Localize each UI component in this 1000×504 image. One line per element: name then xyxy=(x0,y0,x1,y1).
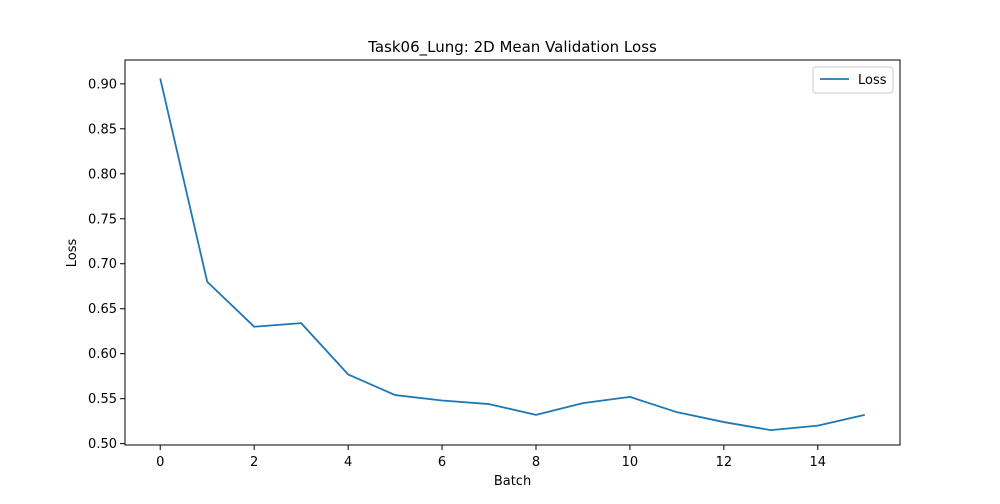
y-tick-label: 0.50 xyxy=(88,437,117,452)
axes-background xyxy=(125,60,900,445)
y-tick-label: 0.90 xyxy=(88,77,117,92)
y-tick-label: 0.75 xyxy=(88,212,117,227)
x-tick-label: 6 xyxy=(438,455,446,470)
x-axis-label: Batch xyxy=(494,474,531,489)
legend: Loss xyxy=(812,66,894,94)
x-tick-label: 8 xyxy=(532,455,540,470)
y-axis-ticks: 0.50 0.55 0.60 0.65 0.70 0.75 0.80 0.85 0.90 xyxy=(88,77,125,452)
y-tick-label: 0.55 xyxy=(88,392,117,407)
x-tick-label: 10 xyxy=(622,455,639,470)
legend-frame xyxy=(812,66,894,94)
y-tick-label: 0.60 xyxy=(88,347,117,362)
series-line-loss xyxy=(159,78,865,432)
y-tick-label: 0.70 xyxy=(88,257,117,272)
x-tick-label: 2 xyxy=(250,455,258,470)
plot-area: 0 2 4 6 8 10 12 14 0.50 0.55 0.60 0.65 0.70 0.75 0.80… xyxy=(88,59,901,470)
x-tick-label: 0 xyxy=(156,455,164,470)
y-tick-label: 0.85 xyxy=(88,122,117,137)
chart-title: Task06_Lung: 2D Mean Validation Loss xyxy=(367,38,657,57)
x-tick-label: 12 xyxy=(716,455,733,470)
x-axis-ticks: 0 2 4 6 8 10 12 14 xyxy=(156,445,826,470)
legend-label: Loss xyxy=(858,73,887,88)
y-tick-label: 0.65 xyxy=(88,302,117,317)
axes-frame xyxy=(124,59,901,446)
x-tick-label: 14 xyxy=(810,455,827,470)
y-tick-label: 0.80 xyxy=(88,167,117,182)
x-tick-label: 4 xyxy=(344,455,352,470)
series-layer xyxy=(159,78,865,432)
y-axis-label: Loss xyxy=(65,239,80,268)
